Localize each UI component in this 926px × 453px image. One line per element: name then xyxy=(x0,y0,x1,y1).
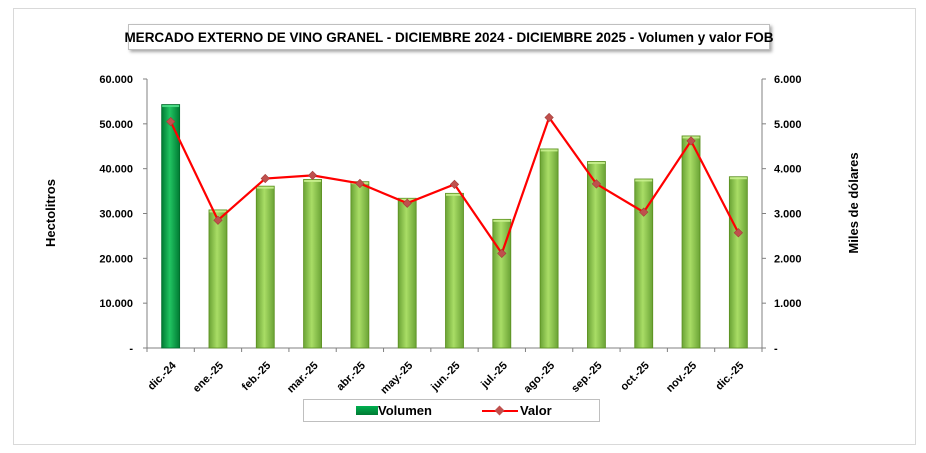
point-valor xyxy=(449,179,460,189)
point-valor xyxy=(639,207,649,217)
y-tick-label-right: 4.000 xyxy=(774,164,802,176)
point-valor xyxy=(686,136,696,146)
point-valor xyxy=(497,248,507,259)
x-tick-label: sep.-25 xyxy=(569,360,604,395)
point-valor xyxy=(402,198,412,208)
point-valor xyxy=(355,178,365,189)
x-tick-label: abr.-25 xyxy=(334,360,368,394)
bar-top-highlight xyxy=(587,161,605,164)
y-tick-label-left: 30.000 xyxy=(99,209,133,221)
y-tick-label-right: 1.000 xyxy=(774,298,802,310)
bar-volumen xyxy=(397,197,417,349)
bar-top-highlight xyxy=(729,177,747,180)
bar-volumen xyxy=(634,178,654,349)
y-tick-label-left: 50.000 xyxy=(99,119,133,131)
bar-top-highlight xyxy=(493,219,511,222)
bar-volumen xyxy=(681,135,701,349)
point-valor xyxy=(544,112,554,123)
point-valor xyxy=(307,170,318,181)
y-tick-label-right: 5.000 xyxy=(774,119,802,131)
x-tick-label: nov.-25 xyxy=(664,360,699,395)
y-tick-label-right: 2.000 xyxy=(774,253,802,265)
y-tick-label-left: 60.000 xyxy=(99,74,133,86)
legend-label-valor: Valor xyxy=(519,403,552,418)
point-valor xyxy=(591,179,602,189)
legend-item-volumen: Volumen xyxy=(304,403,432,418)
bar-volumen xyxy=(255,185,275,349)
y-tick-label-left: 20.000 xyxy=(99,253,133,265)
x-tick-label: jul.-25 xyxy=(478,360,510,392)
bar-top-highlight xyxy=(446,193,463,196)
bar-top-highlight xyxy=(304,179,322,182)
x-tick-label: ene.-25 xyxy=(191,360,226,395)
y-tick-label-right: - xyxy=(774,343,778,355)
legend: Volumen Valor xyxy=(303,399,600,422)
bar-volumen xyxy=(208,209,228,349)
bar-top-highlight xyxy=(256,186,274,189)
y-tick-label-left: 10.000 xyxy=(99,298,133,310)
y-tick-label-right: 3.000 xyxy=(774,209,802,221)
point-valor xyxy=(733,228,743,238)
chart-title: MERCADO EXTERNO DE VINO GRANEL - DICIEMB… xyxy=(124,29,774,45)
bar-volumen xyxy=(303,179,322,349)
bar-top-highlight xyxy=(635,179,653,182)
bar-volumen xyxy=(539,148,559,349)
bar-top-highlight xyxy=(209,210,227,213)
x-tick-label: mar.-25 xyxy=(285,360,321,396)
x-tick-label: may.-25 xyxy=(378,360,415,397)
x-tick-label: ago.-25 xyxy=(522,360,558,396)
x-tick-label: dic.-24 xyxy=(146,359,180,393)
y-tick-label-left: 40.000 xyxy=(99,164,133,176)
y-axis-label-right: Miles de dólares xyxy=(846,152,861,253)
point-valor xyxy=(260,173,270,184)
chart-frame xyxy=(13,8,916,445)
bar-volumen xyxy=(161,104,181,349)
point-valor xyxy=(166,116,176,127)
legend-item-valor: Valor xyxy=(432,403,552,418)
legend-swatch-volumen xyxy=(356,406,378,415)
bar-top-highlight xyxy=(162,105,180,108)
bar-volumen xyxy=(445,192,464,349)
y-tick-label-left: - xyxy=(129,343,133,355)
y-tick-label-right: 6.000 xyxy=(774,74,802,86)
bar-volumen xyxy=(350,181,370,349)
bar-volumen xyxy=(587,161,606,349)
x-tick-label: dic.-25 xyxy=(713,360,746,393)
bar-volumen xyxy=(492,218,512,349)
legend-label-volumen: Volumen xyxy=(378,403,432,418)
x-tick-label: feb.-25 xyxy=(240,360,274,394)
x-tick-label: oct.-25 xyxy=(618,360,652,394)
x-tick-label: jun.-25 xyxy=(428,360,462,394)
y-axis-label-left: Hectolitros xyxy=(43,179,58,247)
bar-volumen xyxy=(728,176,748,349)
chart-title-box: MERCADO EXTERNO DE VINO GRANEL - DICIEMB… xyxy=(124,24,774,50)
point-valor xyxy=(213,215,223,225)
legend-swatch-valor xyxy=(481,405,518,416)
bar-top-highlight xyxy=(540,149,558,152)
